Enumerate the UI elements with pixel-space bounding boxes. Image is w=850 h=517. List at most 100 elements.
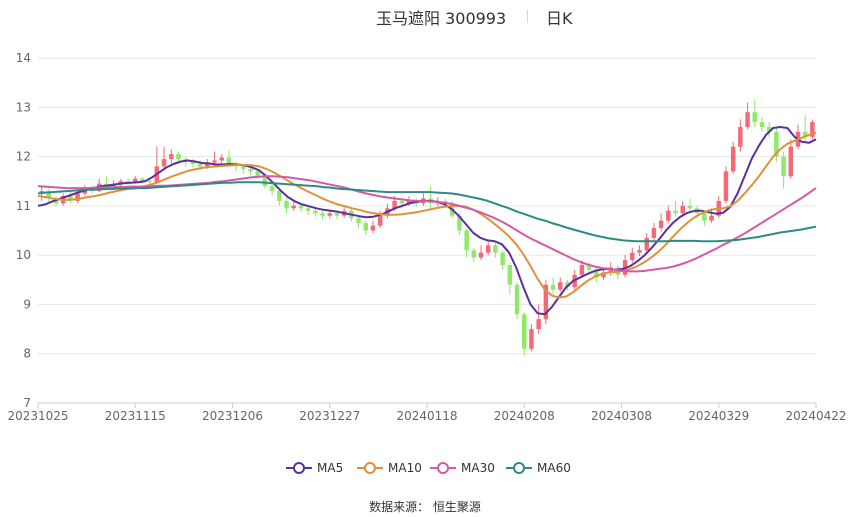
candle-body	[774, 131, 779, 157]
candle	[161, 146, 167, 169]
candle-body	[788, 146, 794, 177]
candle-body	[680, 205, 685, 214]
candle	[493, 242, 498, 258]
candle	[320, 210, 325, 220]
legend-ma60-marker	[506, 462, 532, 474]
candle-body	[543, 284, 549, 320]
candle-body	[514, 284, 520, 315]
candle-body	[226, 157, 232, 164]
candle	[687, 198, 693, 212]
candle-body	[169, 154, 174, 160]
candle	[550, 277, 556, 295]
candle-body	[219, 157, 224, 161]
candle-body	[327, 213, 332, 216]
candle	[313, 208, 318, 217]
series-line-ma30	[37, 175, 817, 273]
candle	[709, 208, 714, 224]
legend-item-ma30[interactable]: MA30	[430, 458, 495, 478]
candle	[536, 304, 541, 334]
candle	[716, 196, 721, 219]
candle	[730, 141, 736, 174]
candle	[781, 151, 786, 189]
candle	[543, 279, 549, 325]
candle-body	[666, 210, 671, 221]
candle-body	[485, 245, 491, 253]
candle-body	[522, 314, 527, 349]
candle-body	[673, 210, 678, 214]
chart-title: 玉马遮阳 300993 日K	[0, 5, 850, 28]
candle	[745, 102, 750, 130]
candle	[651, 223, 657, 241]
candle-body	[284, 200, 289, 209]
candle	[759, 117, 765, 132]
y-tick-label: 7	[23, 396, 31, 410]
candle-body	[125, 181, 131, 183]
candle-body	[205, 162, 210, 167]
candle	[658, 213, 664, 232]
candle-body	[133, 178, 138, 183]
candle	[233, 161, 239, 172]
candle-body	[766, 127, 772, 132]
y-tick-label: 13	[16, 100, 31, 114]
candle-body	[39, 191, 44, 193]
series-line-ma10	[37, 131, 817, 299]
candle	[752, 99, 758, 127]
data-source: 数据来源： 恒生聚源	[369, 500, 481, 514]
candle-body	[298, 205, 304, 209]
candle	[514, 282, 520, 320]
candle-body	[370, 225, 376, 231]
candle	[370, 220, 376, 233]
candle	[622, 255, 628, 278]
candle	[277, 188, 282, 206]
period-label[interactable]: 日K	[546, 9, 573, 28]
legend-ma5-marker	[286, 462, 312, 474]
candle	[363, 220, 369, 236]
candle	[507, 262, 513, 295]
candle-body	[248, 168, 253, 172]
legend-label-ma5: MA5	[317, 461, 344, 475]
candle-body	[262, 176, 268, 187]
candle-body	[68, 196, 73, 201]
candle	[500, 250, 505, 270]
candle-body	[377, 215, 383, 226]
candle	[154, 146, 160, 184]
legend-item-ma5[interactable]: MA5	[286, 458, 343, 478]
candle-body	[529, 329, 534, 349]
candle-body	[392, 200, 397, 209]
x-tick-label: 20240329	[688, 409, 749, 423]
candle	[269, 183, 275, 196]
candle-body	[810, 122, 815, 137]
legend-label-ma60: MA60	[537, 461, 571, 475]
candle-body	[687, 205, 693, 209]
y-tick-label: 11	[16, 199, 31, 213]
title-divider	[527, 10, 528, 23]
candle	[356, 215, 361, 229]
candle	[810, 119, 815, 140]
candle-body	[723, 171, 729, 201]
candle-body	[745, 112, 750, 127]
x-tick-label: 20240308	[591, 409, 652, 423]
x-tick-label: 20240118	[396, 409, 457, 423]
candle	[169, 149, 174, 164]
candle-body	[305, 208, 311, 211]
candle	[219, 154, 224, 164]
candle-body	[399, 200, 405, 204]
candle-body	[334, 213, 340, 216]
candle	[774, 127, 779, 162]
candle-body	[651, 228, 657, 238]
candle	[738, 119, 743, 152]
candle	[46, 188, 52, 204]
series-line-ma60	[37, 181, 817, 243]
candle	[291, 200, 296, 211]
candle-body	[190, 161, 196, 164]
candle-body	[702, 213, 707, 221]
x-tick-label: 20240208	[494, 409, 555, 423]
candle-body	[601, 272, 606, 278]
candle-body	[558, 282, 563, 290]
legend: MA5 MA10 MA30 MA60	[0, 458, 850, 478]
candle-body	[406, 200, 412, 204]
legend-item-ma60[interactable]: MA60	[506, 458, 571, 478]
candle-body	[644, 237, 649, 251]
legend-item-ma10[interactable]: MA10	[357, 458, 422, 478]
